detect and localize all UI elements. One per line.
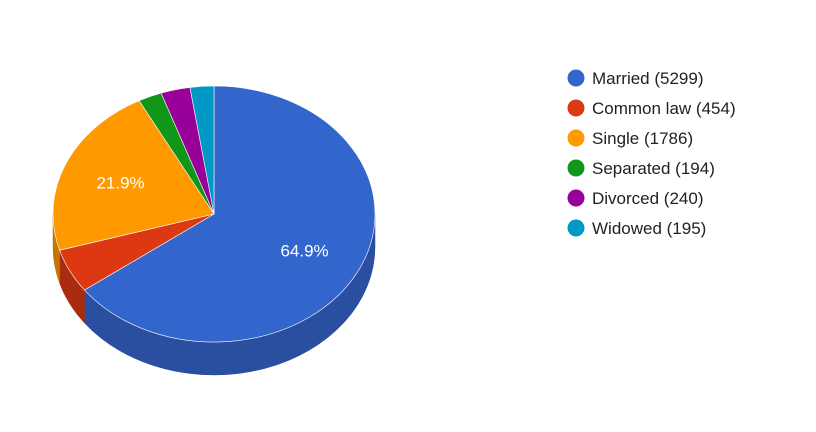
legend-item-separated[interactable]: Separated (194) (567, 159, 715, 178)
pie-slice-widowed[interactable] (189, 85, 215, 215)
legend-swatch-married (567, 69, 585, 87)
legend-swatch-widowed (567, 219, 585, 237)
legend-item-divorced[interactable]: Divorced (240) (567, 189, 704, 208)
pie-slice-single[interactable] (52, 100, 215, 251)
pie-top (52, 85, 376, 343)
pie-label-single: 21.9% (96, 174, 144, 193)
legend-label-common-law: Common law (454) (592, 99, 736, 118)
legend-label-widowed: Widowed (195) (592, 219, 706, 238)
legend-label-separated: Separated (194) (592, 159, 715, 178)
pie-slice-married[interactable] (84, 85, 376, 343)
legend-label-single: Single (1786) (592, 129, 693, 148)
legend-item-married[interactable]: Married (5299) (567, 69, 704, 88)
legend-item-widowed[interactable]: Widowed (195) (567, 219, 707, 238)
legend-swatch-common-law (567, 99, 585, 117)
pie-labels: 64.9% 21.9% (96, 174, 328, 261)
legend-swatch-divorced (567, 189, 585, 207)
legend-swatch-separated (567, 159, 585, 177)
legend-label-married: Married (5299) (592, 69, 704, 88)
legend-label-divorced: Divorced (240) (592, 189, 704, 208)
legend-swatch-single (567, 129, 585, 147)
legend: Married (5299) Common law (454) Single (17… (567, 69, 736, 238)
legend-item-single[interactable]: Single (1786) (567, 129, 694, 148)
legend-item-common-law[interactable]: Common law (454) (567, 99, 736, 118)
pie-label-married: 64.9% (280, 241, 328, 260)
